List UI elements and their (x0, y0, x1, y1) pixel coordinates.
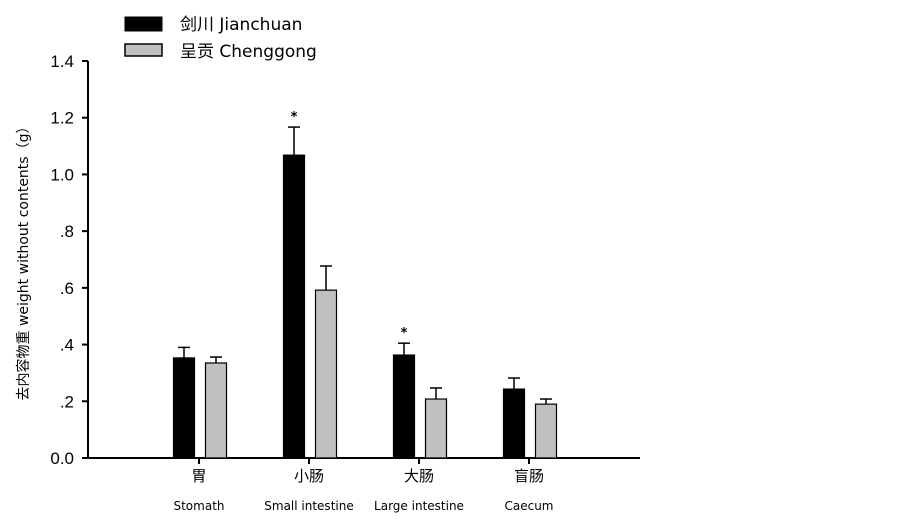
bar-jianchuan (282, 154, 306, 459)
x-tick-label-en: Small intestine (264, 499, 353, 513)
significance-marker: * (401, 326, 408, 341)
legend-swatch-jianchuan (124, 16, 163, 32)
bar-chenggong (314, 289, 338, 459)
y-tick-label: .2 (60, 392, 74, 411)
legend-swatch-chenggong (124, 43, 163, 57)
bar-jianchuan (172, 357, 196, 459)
bar-jianchuan (392, 354, 416, 459)
bar-chenggong (534, 403, 558, 459)
x-tick-label-cn: 大肠 (404, 467, 434, 485)
x-tick-label-cn: 胃 (191, 467, 206, 485)
bar-chenggong (204, 362, 228, 459)
y-tick-label: 1.2 (50, 109, 74, 128)
y-tick-label: .6 (60, 279, 74, 298)
y-tick-label: 0.0 (50, 449, 74, 468)
x-tick-label-en: Large intestine (374, 499, 464, 513)
significance-marker: * (291, 110, 298, 125)
bars: ** (172, 110, 558, 459)
legend-label-jianchuan: 剑川 Jianchuan (180, 15, 302, 35)
legend: 剑川 Jianchuan 呈贡 Chenggong (124, 15, 317, 62)
legend-label-chenggong: 呈贡 Chenggong (180, 42, 317, 62)
x-tick-label-en: Stomath (173, 499, 224, 513)
x-tick-label-cn: 盲肠 (514, 467, 544, 485)
x-tick-label-cn: 小肠 (294, 467, 324, 485)
y-tick-label: 1.4 (50, 52, 74, 71)
bar-chenggong (424, 398, 448, 459)
y-tick-label: .4 (60, 336, 74, 355)
y-axis-label: 去内容物重 weight without contents（g） (15, 120, 32, 401)
bar-jianchuan (502, 388, 526, 459)
y-tick-label: .8 (60, 222, 74, 241)
x-tick-label-en: Caecum (504, 499, 553, 513)
axes: 0.0 .2 .4 .6 .8 1.0 1.2 1.4 胃 Stomath 小肠 Small inte… (50, 52, 640, 513)
y-tick-label: 1.0 (50, 165, 74, 184)
